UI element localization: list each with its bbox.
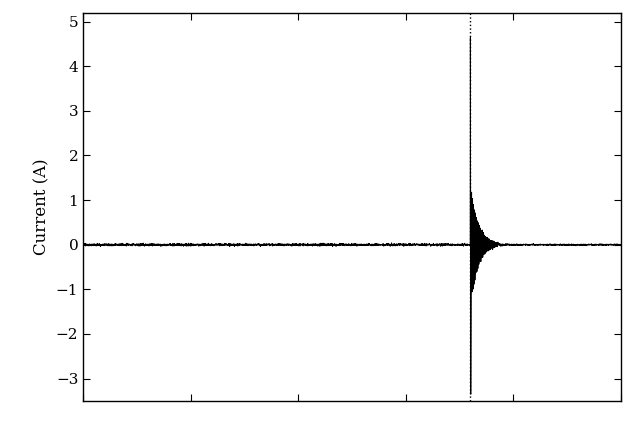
- Y-axis label: Current (A): Current (A): [33, 159, 51, 255]
